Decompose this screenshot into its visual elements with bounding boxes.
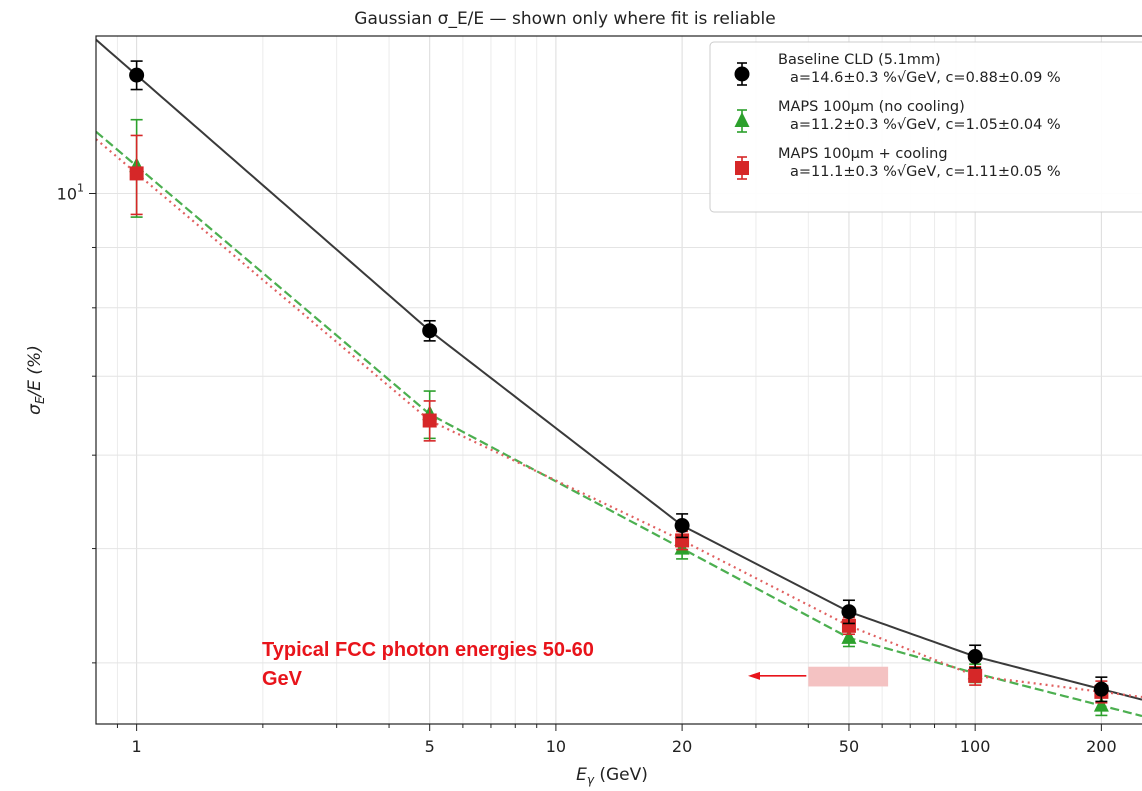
legend-marker <box>734 112 750 127</box>
grid <box>96 36 1142 724</box>
x-tick-label: 20 <box>672 737 692 756</box>
legend-series-name: MAPS 100µm (no cooling) <box>778 99 965 115</box>
legend-fit-label: a=14.6±0.3 %√GeV, c=0.88±0.09 % <box>790 70 1061 86</box>
x-tick-label: 1 <box>132 737 142 756</box>
annotation: Typical FCC photon energies 50-60 GeV <box>262 639 807 690</box>
series-1-points <box>129 60 1109 703</box>
annotation-band-group <box>808 666 889 687</box>
plot-frame <box>95 35 1142 725</box>
data-point <box>1093 681 1109 697</box>
fit-lines <box>96 38 1142 718</box>
legend: Baseline CLD (5.1mm) a=14.6±0.3 %√GeV, c=… <box>709 41 1142 213</box>
annotation-band <box>808 666 889 687</box>
y-axis-label: σE/E (%) <box>25 345 47 415</box>
data-point <box>967 649 983 665</box>
legend-entry-2: MAPS 100µm (no cooling) a=11.2±0.3 %√GeV,… <box>734 99 1061 133</box>
data-point <box>129 67 145 83</box>
data-point <box>422 323 438 339</box>
data-point <box>841 618 856 633</box>
data-point <box>674 518 690 534</box>
x-tick-label: 50 <box>839 737 859 756</box>
annotation-arrowhead <box>748 671 760 680</box>
x-axis-label: Eγ (GeV) <box>576 765 648 787</box>
data-point <box>968 668 983 683</box>
legend-box <box>709 41 1142 213</box>
fit-line-1 <box>96 38 1142 701</box>
data-point <box>841 604 857 620</box>
x-tick-label: 5 <box>425 737 435 756</box>
data-point <box>422 413 437 428</box>
legend-entry-3: MAPS 100µm + cooling a=11.1±0.3 %√GeV, c=… <box>735 146 1061 180</box>
series-3-points <box>129 134 1109 704</box>
x-tick-label: 200 <box>1086 737 1117 756</box>
data-points <box>129 60 1109 717</box>
x-tick-label: 100 <box>960 737 991 756</box>
data-point <box>129 166 144 181</box>
fit-line-2 <box>96 130 1142 718</box>
legend-marker <box>735 161 749 175</box>
svg-text:Eγ (GeV): Eγ (GeV) <box>576 765 648 787</box>
fit-line-3 <box>96 138 1142 699</box>
legend-series-name: MAPS 100µm + cooling <box>778 146 948 162</box>
y-tick-label: 101 <box>57 182 84 204</box>
x-tick-label: 10 <box>546 737 566 756</box>
data-point <box>1093 696 1109 712</box>
svg-text:σE/E (%): σE/E (%) <box>25 345 47 415</box>
legend-entry-1: Baseline CLD (5.1mm) a=14.6±0.3 %√GeV, c=… <box>734 52 1061 86</box>
legend-fit-label: a=11.1±0.3 %√GeV, c=1.11±0.05 % <box>790 164 1061 180</box>
annotation-text: GeV <box>262 668 303 690</box>
legend-marker <box>734 66 750 82</box>
chart-title: Gaussian σ_E/E — shown only where fit is… <box>354 9 775 29</box>
annotation-text: Typical FCC photon energies 50-60 <box>262 639 594 661</box>
legend-series-name: Baseline CLD (5.1mm) <box>778 52 941 68</box>
axes: 1 5 10 20 50 100 200 101 <box>57 35 1142 756</box>
data-point <box>841 628 857 644</box>
legend-fit-label: a=11.2±0.3 %√GeV, c=1.05±0.04 % <box>790 117 1061 133</box>
